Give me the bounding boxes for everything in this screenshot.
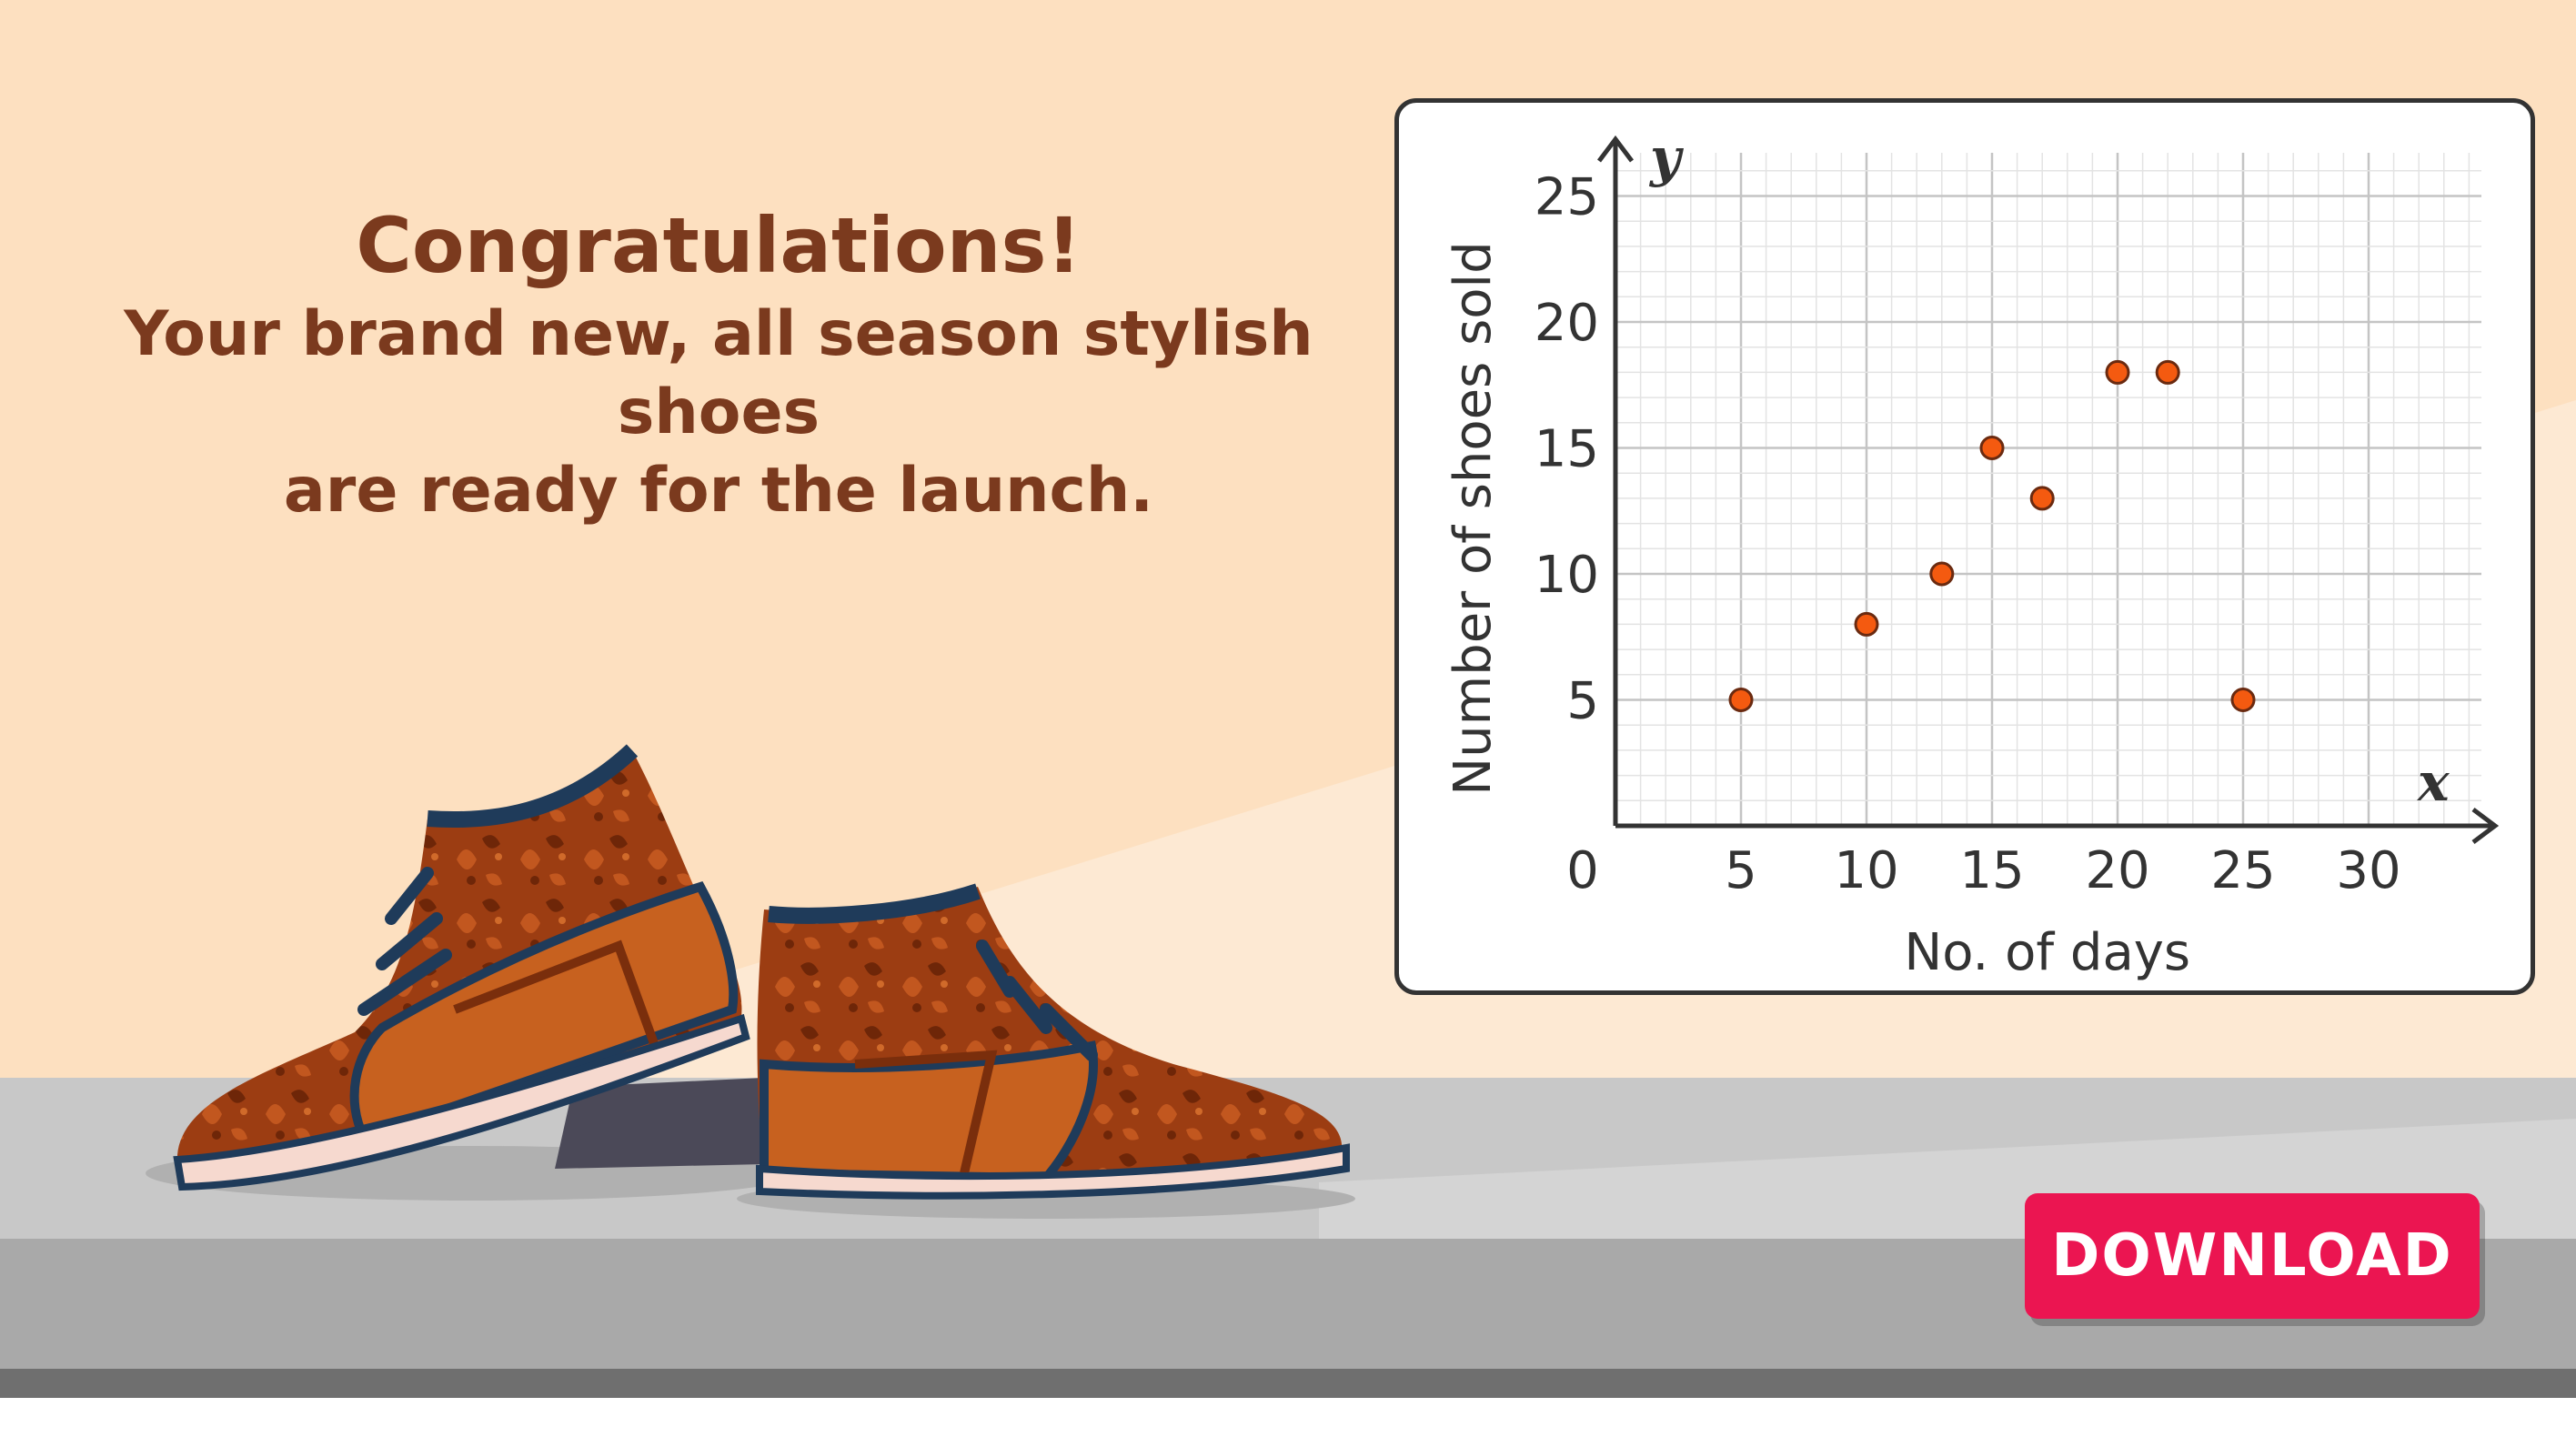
origin-label: 0 [1566, 841, 1599, 900]
x-axis-variable: x [2416, 751, 2450, 813]
y-tick-label: 5 [1566, 672, 1599, 731]
x-tick-label: 5 [1725, 841, 1757, 900]
y-tick-label: 10 [1535, 546, 1599, 605]
x-tick-label: 10 [1834, 841, 1898, 900]
shoe-shadow [555, 1078, 764, 1169]
y-tick-label: 25 [1535, 168, 1599, 227]
chart-ticks: 5 10 15 20 25 30 5 10 15 20 25 [1535, 168, 2401, 901]
data-point [2155, 359, 2180, 385]
shelf-edge [0, 1369, 2576, 1398]
data-point [1979, 436, 2005, 460]
y-tick-label: 20 [1535, 294, 1599, 353]
y-axis-title: Number of shoes sold [1444, 241, 1503, 795]
x-tick-label: 20 [2085, 841, 2149, 900]
chart-card: 5 10 15 20 25 30 5 10 15 20 25 No. of days Number … [1394, 98, 2535, 995]
data-point [2105, 359, 2130, 385]
right-shoe [756, 883, 1350, 1200]
left-shoe [173, 744, 750, 1191]
data-point [1929, 561, 1955, 587]
scatter-chart: 5 10 15 20 25 30 5 10 15 20 25 No. of days Number … [1444, 126, 2500, 982]
x-tick-label: 25 [2210, 841, 2275, 900]
y-tick-label: 15 [1535, 420, 1599, 479]
y-axis-variable: y [1648, 126, 1685, 188]
chart-grid [1615, 153, 2481, 826]
x-axis-title: No. of days [1904, 923, 2190, 982]
data-point [2230, 688, 2256, 712]
headline-line-2: are ready for the launch. [283, 455, 1154, 527]
data-point [2029, 486, 2055, 511]
data-point [1728, 688, 1754, 712]
x-tick-label: 30 [2336, 841, 2400, 900]
floor [0, 1398, 2576, 1437]
x-axis-arrow [2471, 808, 2500, 844]
data-point [1854, 611, 1879, 637]
chart-points [1728, 359, 2256, 712]
headline-line-1: Your brand new, all season stylish shoes [124, 298, 1313, 448]
headline: Congratulations! Your brand new, all sea… [36, 196, 1401, 530]
x-tick-label: 15 [1959, 841, 2024, 900]
headline-title: Congratulations! [356, 201, 1082, 290]
y-axis-arrow [1597, 135, 1634, 163]
download-button[interactable]: DOWNLOAD [2025, 1193, 2480, 1319]
chart-axes [1597, 135, 2500, 844]
